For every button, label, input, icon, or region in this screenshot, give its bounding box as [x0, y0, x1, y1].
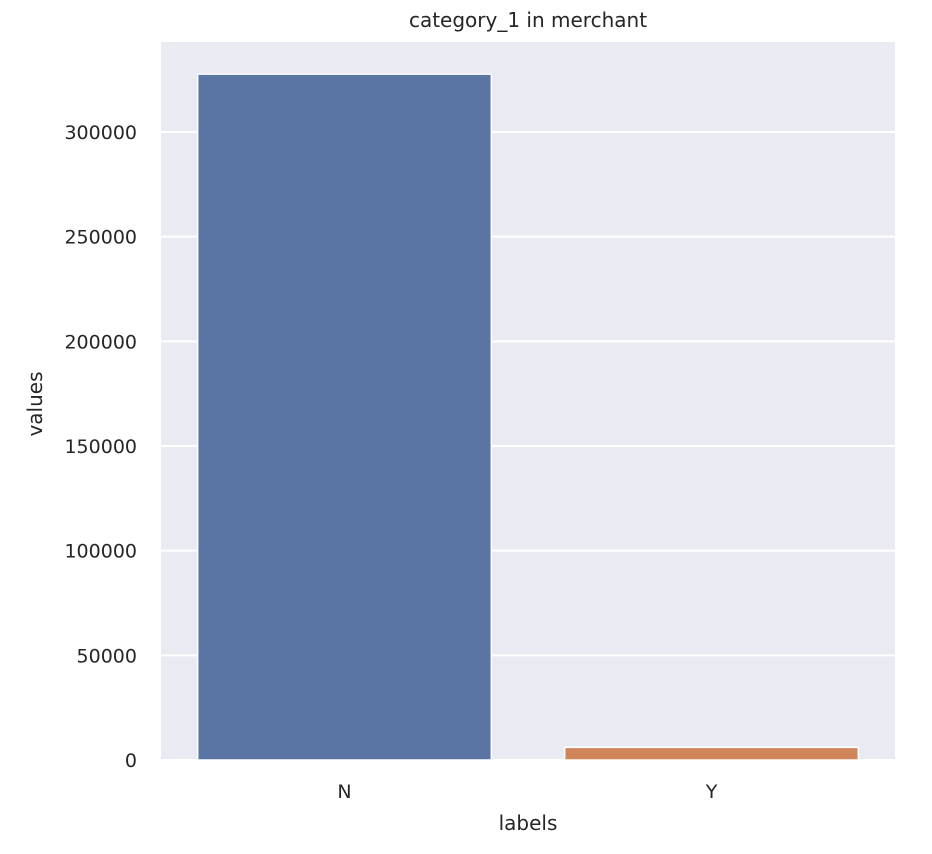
- y-tick-label: 100000: [64, 541, 137, 563]
- bar-n: [196, 73, 493, 761]
- x-tick-label: Y: [705, 781, 718, 803]
- y-tick-label: 250000: [64, 227, 137, 249]
- bars: [196, 73, 860, 761]
- y-tick-label: 50000: [77, 645, 137, 667]
- x-axis-label: labels: [499, 811, 558, 835]
- y-tick-labels: 0 50000 100000 150000 200000 250000 300000: [64, 122, 137, 772]
- chart-title: category_1 in merchant: [409, 8, 647, 32]
- y-tick-label: 300000: [64, 122, 137, 144]
- y-tick-label: 200000: [64, 331, 137, 353]
- y-axis-label: values: [23, 371, 47, 436]
- bar-y: [563, 746, 860, 761]
- x-tick-label: N: [337, 781, 351, 803]
- y-tick-label: 150000: [64, 436, 137, 458]
- y-tick-label: 0: [125, 750, 137, 772]
